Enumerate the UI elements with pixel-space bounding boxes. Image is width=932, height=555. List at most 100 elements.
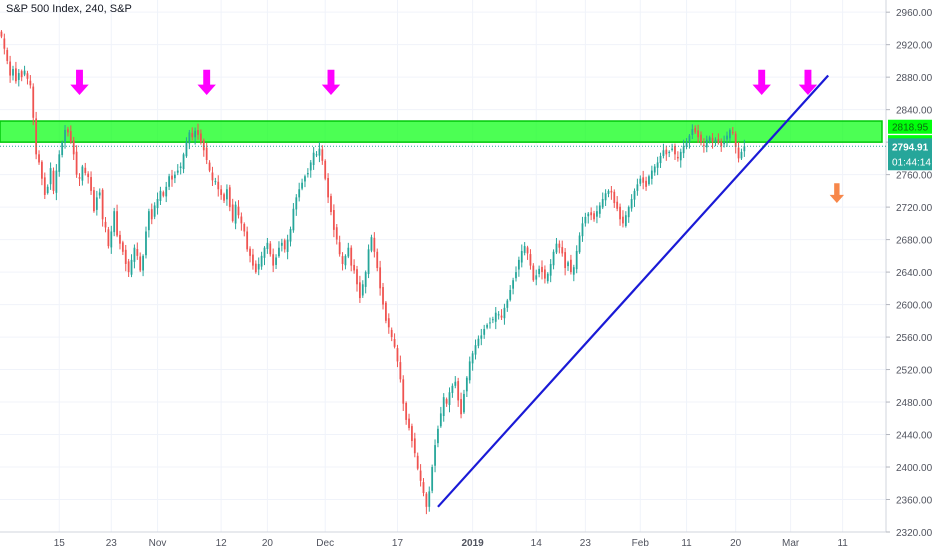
- candle-body: [743, 146, 746, 152]
- candle-body: [84, 167, 87, 174]
- candle-body: [425, 493, 428, 507]
- candle-body: [613, 191, 616, 204]
- price-tick-label: 2360.00: [896, 496, 932, 507]
- candle-body: [67, 129, 69, 133]
- candle-body: [662, 150, 665, 156]
- candle-body: [292, 208, 295, 231]
- candle-body: [361, 284, 364, 296]
- candle-body: [659, 155, 662, 164]
- candle-body: [304, 176, 306, 182]
- candle-body: [263, 247, 266, 258]
- candle-body: [269, 243, 272, 255]
- candle-body: [448, 392, 451, 405]
- candle-body: [405, 403, 408, 420]
- candle-body: [55, 170, 58, 193]
- candle-body: [116, 211, 118, 236]
- candle-body: [442, 397, 445, 417]
- magenta-down-arrow-icon: [752, 69, 771, 95]
- candle-body: [52, 170, 55, 191]
- candle-body: [416, 455, 419, 469]
- candle-body: [656, 162, 659, 168]
- candle-body: [246, 231, 249, 250]
- time-tick-label: Mar: [782, 538, 800, 549]
- candle-body: [332, 210, 335, 230]
- candle-body: [234, 204, 237, 224]
- candle-body: [15, 68, 17, 82]
- time-tick-label: 11: [837, 538, 848, 549]
- candle-body: [486, 324, 488, 328]
- candle-body: [266, 242, 269, 250]
- candle-body: [283, 240, 286, 250]
- magenta-down-arrow-icon: [321, 69, 341, 95]
- candle-body: [546, 273, 549, 282]
- candle-body: [90, 177, 92, 191]
- candle-body: [214, 181, 217, 183]
- candle-body: [633, 190, 636, 200]
- price-tick-label: 2720.00: [896, 203, 932, 214]
- candle-body: [228, 187, 231, 208]
- candle-body: [29, 80, 32, 86]
- candle-body: [341, 256, 344, 264]
- candle-body: [286, 239, 289, 252]
- candle-body: [517, 259, 520, 270]
- candle-body: [500, 315, 503, 318]
- candle-body: [596, 211, 598, 217]
- candle-body: [260, 255, 263, 267]
- candle-body: [6, 50, 9, 61]
- candle-body: [720, 141, 723, 147]
- candle-body: [32, 86, 35, 118]
- candle-body: [0, 31, 3, 37]
- candle-body: [668, 151, 671, 154]
- candle-body: [93, 190, 95, 212]
- candle-body: [598, 205, 601, 214]
- candle-body: [674, 146, 676, 155]
- candle-body: [624, 215, 627, 226]
- candle-body: [439, 413, 442, 427]
- candle-body: [691, 129, 694, 135]
- candle-body: [723, 142, 726, 145]
- candle-body: [575, 250, 578, 270]
- candle-body: [653, 166, 656, 173]
- price-tick-label: 2400.00: [896, 463, 932, 474]
- candle-body: [358, 282, 361, 299]
- candle-body: [356, 269, 358, 285]
- grid-lines: [0, 0, 886, 533]
- candle-body: [494, 312, 497, 322]
- candle-body: [607, 190, 610, 194]
- candle-body: [708, 137, 711, 142]
- price-tick-label: 2840.00: [896, 106, 932, 117]
- candle-body: [69, 131, 72, 143]
- price-tick-label: 2960.00: [896, 8, 932, 19]
- candle-body: [240, 216, 243, 224]
- candle-body: [393, 339, 396, 347]
- last-price-badge: [888, 138, 932, 171]
- candle-body: [338, 242, 341, 255]
- candle-body: [370, 237, 373, 251]
- resistance-zone-rect: [0, 120, 883, 143]
- candle-body: [171, 175, 173, 180]
- candle-body: [237, 206, 240, 216]
- candle-body: [127, 261, 130, 273]
- candle-body: [564, 252, 567, 269]
- candle-body: [64, 129, 66, 143]
- countdown-label: 01:44:14: [892, 157, 931, 168]
- time-tick-label: 12: [216, 538, 228, 549]
- candle-body: [445, 399, 448, 404]
- candle-body: [41, 161, 43, 179]
- resistance-zone: [0, 120, 883, 143]
- candle-body: [153, 205, 156, 217]
- time-tick-label: 23: [106, 538, 118, 549]
- candle-body: [179, 166, 182, 168]
- candle-body: [101, 189, 104, 220]
- candle-body: [194, 130, 197, 138]
- candle-body: [107, 229, 110, 247]
- candle-body: [130, 259, 133, 275]
- candle-body: [688, 135, 691, 143]
- candle-body: [12, 69, 14, 76]
- candle-body: [737, 147, 740, 159]
- candle-body: [616, 201, 619, 209]
- candle-body: [411, 426, 413, 442]
- candle-body: [335, 227, 338, 240]
